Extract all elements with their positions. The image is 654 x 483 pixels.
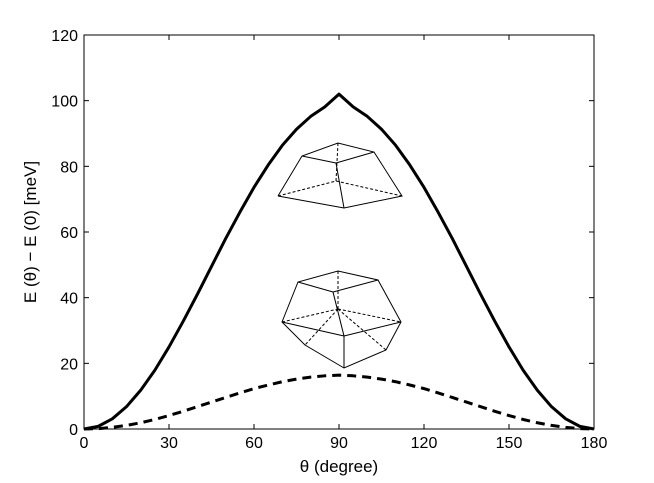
y-tick-label: 120 (51, 28, 78, 45)
inset-polyhedron (281, 270, 402, 369)
inset-truncated-pyramid (277, 142, 403, 209)
x-axis-label: θ (degree) (300, 457, 378, 476)
y-tick-label: 0 (69, 422, 78, 439)
x-tick-label: 0 (80, 435, 89, 452)
series (83, 92, 595, 431)
y-tick-label: 40 (60, 291, 78, 308)
x-tick-label: 30 (160, 435, 178, 452)
x-tick-label: 150 (496, 435, 523, 452)
ticks: 0 30 60 90 120 150 180 0 20 40 60 80 100 120 (51, 28, 607, 452)
x-tick-label: 180 (581, 435, 608, 452)
x-tick-label: 60 (245, 435, 263, 452)
x-tick-label: 120 (411, 435, 438, 452)
y-axis-label: E (θ) − E (0) [meV] (21, 161, 40, 303)
y-tick-label: 60 (60, 225, 78, 242)
y-tick-label: 100 (51, 94, 78, 111)
series-line-solid (83, 92, 595, 431)
series-line-dashed (83, 373, 595, 431)
y-tick-label: 80 (60, 159, 78, 176)
y-tick-label: 20 (60, 356, 78, 373)
x-tick-label: 90 (330, 435, 348, 452)
